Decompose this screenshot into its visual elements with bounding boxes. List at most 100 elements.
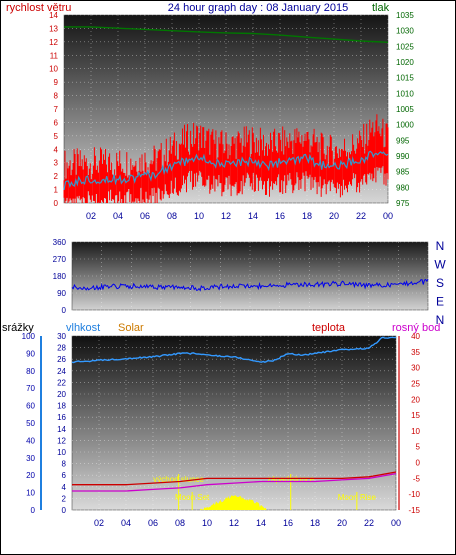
p3-temp-tick-label: 0 <box>416 459 421 468</box>
p3-humidity-tick-label: 20 <box>57 390 66 399</box>
p3-humidity-tick-label: 12 <box>57 436 66 445</box>
dewpoint-label: rosný bod <box>392 322 440 334</box>
p1-x-tick-label: 04 <box>113 211 123 221</box>
moonset-marker-label: Moon Set <box>175 493 210 502</box>
p3-x-tick-label: 20 <box>337 518 347 528</box>
p1-y-left-tick-label: 3 <box>54 159 59 168</box>
p1-y-right-tick-label: 975 <box>396 199 410 208</box>
p1-x-tick-label: 14 <box>248 211 258 221</box>
p1-y-left-tick-label: 5 <box>54 132 59 141</box>
p1-y-right-tick-label: 985 <box>396 168 410 177</box>
p1-y-right-tick-label: 1005 <box>396 105 414 114</box>
p3-humidity-tick-label: 18 <box>57 402 66 411</box>
p3-humidity-tick-label: 6 <box>62 471 67 480</box>
p3-rain-tick-label: 20 <box>26 471 35 480</box>
chart-title: 24 hour graph day : 08 January 2015 <box>168 2 348 14</box>
p1-y-right-tick-label: 1020 <box>396 58 414 67</box>
p3-temp-tick-label: 40 <box>411 332 420 341</box>
p3-rain-tick-label: 70 <box>26 384 35 393</box>
p3-humidity-tick-label: 30 <box>57 332 66 341</box>
rain-label: srážky <box>2 322 34 334</box>
p3-x-tick-label: 00 <box>391 518 401 528</box>
p3-x-tick-label: 04 <box>121 518 131 528</box>
p1-y-right-tick-label: 1025 <box>396 42 414 51</box>
wind-average-series <box>63 150 389 191</box>
p1-x-tick-label: 10 <box>194 211 204 221</box>
p2-compass-label: W <box>434 258 446 272</box>
p1-y-left-tick-label: 8 <box>54 92 59 101</box>
p3-temp-tick-label: -10 <box>408 490 420 499</box>
p3-temp-tick-label: 5 <box>416 443 421 452</box>
moonrise-marker-label: Moon Rise <box>338 493 377 502</box>
p3-temp-tick-label: -5 <box>413 474 421 483</box>
p3-rain-tick-label: 40 <box>26 436 35 445</box>
p3-x-tick-label: 02 <box>94 518 104 528</box>
p1-y-right-tick-label: 980 <box>396 183 410 192</box>
p3-x-tick-label: 14 <box>256 518 266 528</box>
p1-y-left-tick-label: 9 <box>54 78 59 87</box>
p1-y-right-tick-label: 1035 <box>396 11 414 20</box>
p2-y-tick-label: 180 <box>53 272 67 281</box>
p2-compass-label: E <box>436 295 444 309</box>
p3-humidity-tick-label: 14 <box>57 425 66 434</box>
p3-x-tick-label: 06 <box>148 518 158 528</box>
p1-y-left-tick-label: 11 <box>50 51 59 60</box>
p3-humidity-tick-label: 4 <box>62 483 67 492</box>
p3-x-tick-label: 08 <box>175 518 185 528</box>
p3-temp-tick-label: 20 <box>411 395 420 404</box>
p2-compass-label: N <box>436 239 445 253</box>
p3-temp-tick-label: 15 <box>411 411 420 420</box>
p1-y-left-tick-label: 4 <box>54 145 59 154</box>
p3-x-tick-label: 18 <box>310 518 320 528</box>
p2-y-tick-label: 270 <box>53 255 67 264</box>
p1-y-right-tick-label: 1030 <box>396 27 414 36</box>
p1-x-tick-label: 12 <box>221 211 231 221</box>
p1-y-left-tick-label: 2 <box>54 172 59 181</box>
sunset-marker-label: západ slunce <box>267 475 315 484</box>
p3-humidity-tick-label: 10 <box>57 448 66 457</box>
pressure-series <box>64 26 389 43</box>
p3-x-tick-label: 10 <box>202 518 212 528</box>
dewpoint-series <box>72 472 397 492</box>
p3-rain-tick-label: 100 <box>22 332 36 341</box>
p3-x-tick-label: 16 <box>283 518 293 528</box>
p1-x-tick-label: 06 <box>140 211 150 221</box>
temperature-label: teplota <box>312 322 346 334</box>
p1-y-left-tick-label: 14 <box>49 11 58 20</box>
p1-y-left-tick-label: 1 <box>54 186 59 195</box>
humidity-series <box>71 336 396 364</box>
p3-humidity-tick-label: 26 <box>57 355 66 364</box>
p1-y-right-tick-label: 990 <box>396 152 410 161</box>
sunrise-marker-label: východ slunce <box>153 475 204 484</box>
p1-y-right-tick-label: 1015 <box>396 74 414 83</box>
p2-y-tick-label: 90 <box>57 289 66 298</box>
p2-y-tick-label: 360 <box>53 238 67 247</box>
p1-y-right-tick-label: 1010 <box>396 89 414 98</box>
humidity-label: vlhkost <box>66 322 100 334</box>
p2-y-tick-label: 0 <box>62 306 67 315</box>
p1-x-tick-label: 22 <box>356 211 366 221</box>
p3-x-tick-label: 12 <box>229 518 239 528</box>
p3-humidity-tick-label: 2 <box>62 494 67 503</box>
p3-rain-tick-label: 0 <box>31 506 36 515</box>
p3-rain-tick-label: 60 <box>26 402 35 411</box>
wind-direction-series <box>71 278 429 292</box>
p3-rain-tick-label: 10 <box>26 489 35 498</box>
pressure-label: tlak <box>372 2 390 14</box>
p1-y-left-tick-label: 10 <box>49 65 58 74</box>
p3-humidity-tick-label: 24 <box>57 367 66 376</box>
p3-x-tick-label: 22 <box>364 518 374 528</box>
p3-humidity-tick-label: 8 <box>62 460 67 469</box>
temperature-series <box>72 471 397 486</box>
p3-temp-tick-label: 10 <box>411 427 420 436</box>
p3-temp-tick-label: -15 <box>408 506 420 515</box>
p1-y-left-tick-label: 7 <box>54 105 59 114</box>
p3-temp-tick-label: 35 <box>411 348 420 357</box>
p1-y-right-tick-label: 995 <box>396 136 410 145</box>
p3-rain-tick-label: 30 <box>26 454 35 463</box>
p3-temp-tick-label: 25 <box>411 379 420 388</box>
p2-compass-label: S <box>436 276 444 290</box>
wind-speed-label: rychlost větru <box>6 2 71 14</box>
p1-x-tick-label: 02 <box>86 211 96 221</box>
